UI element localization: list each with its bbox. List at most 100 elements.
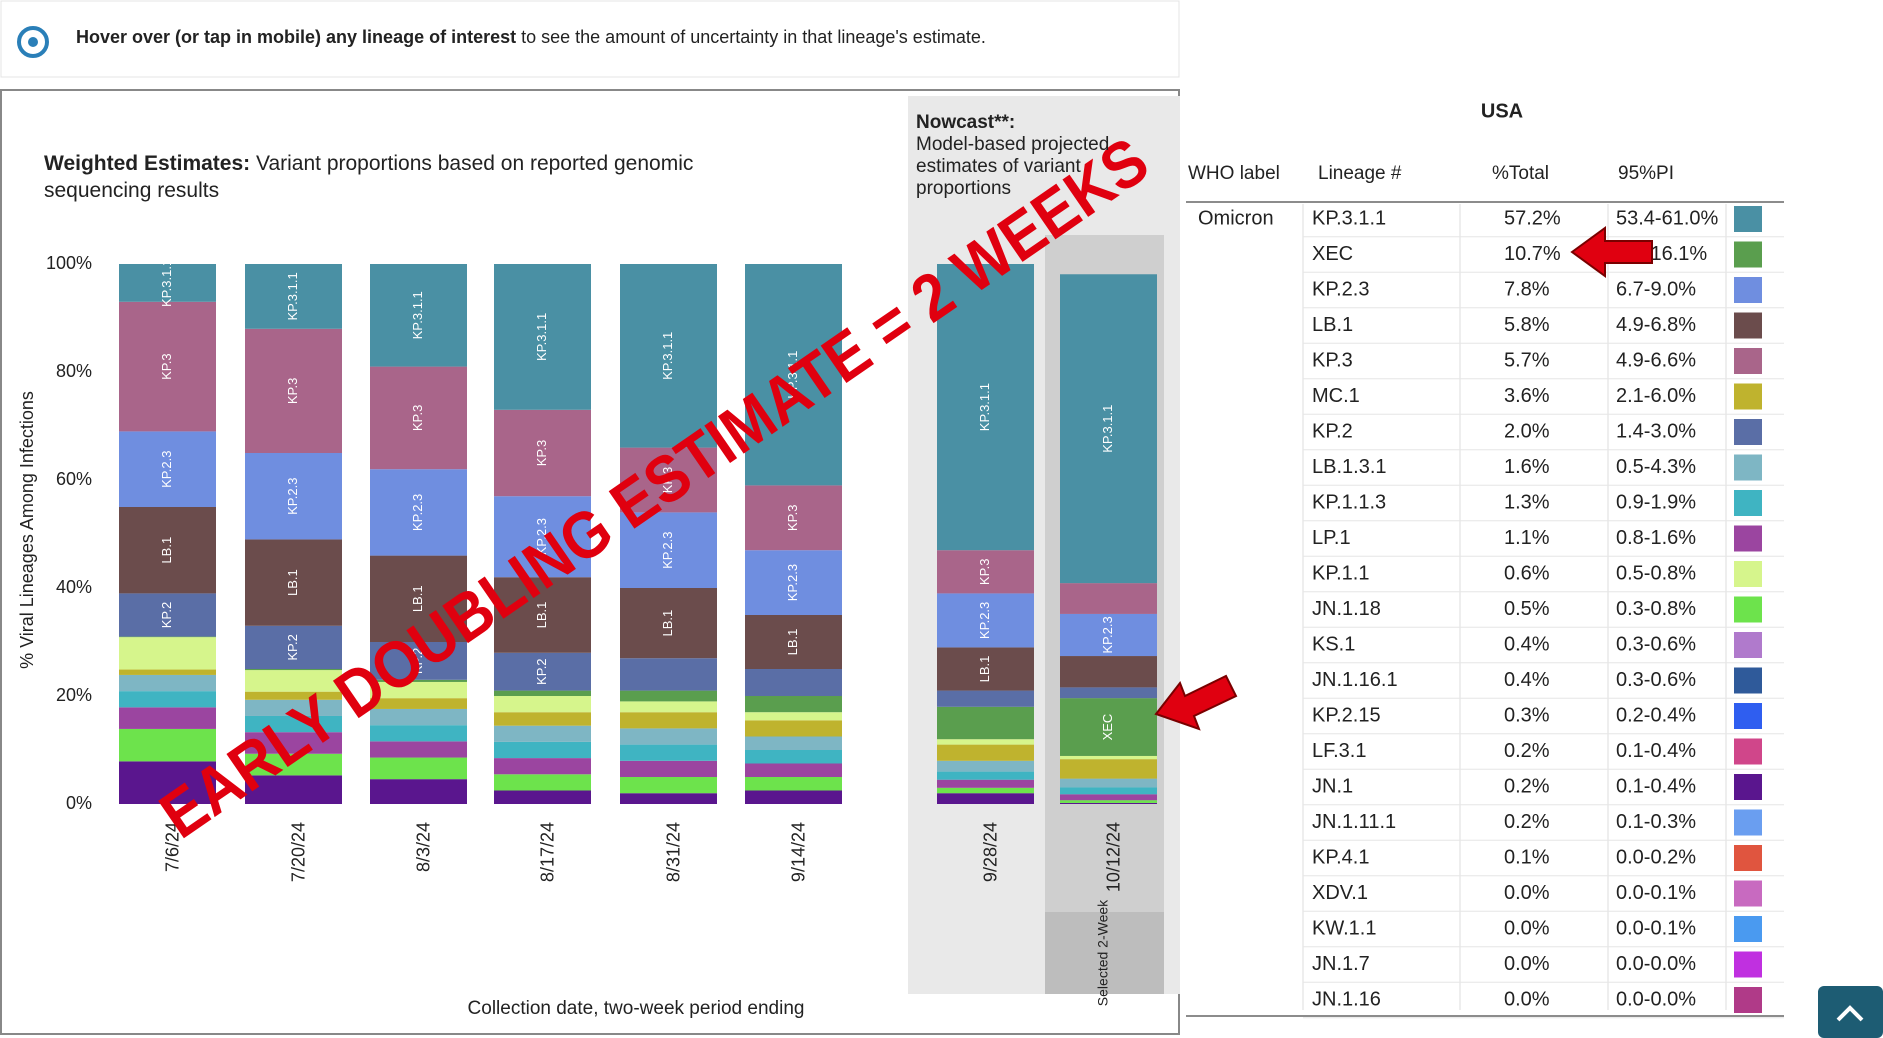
bar-segment xyxy=(245,732,342,754)
pi: 0.5-4.3% xyxy=(1616,456,1696,478)
bar-segment xyxy=(620,712,717,729)
bar-segment xyxy=(494,774,591,791)
hint-icon xyxy=(17,26,49,58)
bar-segment xyxy=(745,615,842,669)
scroll-top-icon xyxy=(1836,1005,1864,1022)
pi: 0.1-0.3% xyxy=(1616,811,1696,833)
nowcast-text: Nowcast**: Model-based projected estimate… xyxy=(916,112,1166,200)
chart-title-bold: Weighted Estimates: xyxy=(44,152,251,175)
color-swatch xyxy=(1734,738,1762,765)
arrow-bar xyxy=(1154,674,1238,731)
total: 0.5% xyxy=(1504,598,1550,620)
segment-label: KP.3 xyxy=(977,559,992,586)
bar-segment xyxy=(370,469,467,556)
color-swatch xyxy=(1734,596,1762,623)
segment-label: KP.3.1.1 xyxy=(159,259,174,307)
color-swatch xyxy=(1734,632,1762,658)
color-swatch xyxy=(1734,987,1762,1013)
bar-segment xyxy=(620,701,717,713)
bar-segment xyxy=(119,728,216,762)
segment-label: KP.3.1.1 xyxy=(785,351,800,399)
bar-segment xyxy=(937,787,1034,794)
column-header: Lineage # xyxy=(1318,163,1402,184)
lineage: LP.1 xyxy=(1312,527,1351,549)
color-swatch xyxy=(1734,703,1762,729)
bar-segment xyxy=(494,690,591,696)
segment-label: KP.2 xyxy=(410,648,425,675)
segment-label: LB.1 xyxy=(159,537,174,564)
segment-label: LB.1 xyxy=(410,585,425,612)
pi: 0.1-0.4% xyxy=(1616,775,1696,797)
bar-segment xyxy=(1060,687,1157,699)
bar-segment xyxy=(494,577,591,653)
color-swatch xyxy=(1734,277,1762,303)
bar-segment xyxy=(1060,613,1157,657)
total: 0.6% xyxy=(1504,562,1550,584)
selected-button-label: Selected 2-Week xyxy=(1095,899,1111,1006)
lineage: JN.1 xyxy=(1312,775,1353,797)
segment-label: LB.1 xyxy=(285,569,300,596)
x-tick-label: 7/6/24 xyxy=(162,822,182,872)
color-swatch xyxy=(1734,880,1762,907)
bar-segment xyxy=(745,720,842,737)
bar-segment xyxy=(745,550,842,615)
total: 10.7% xyxy=(1504,243,1561,265)
color-swatch xyxy=(1734,454,1762,481)
x-tick-label: 8/17/24 xyxy=(537,822,557,882)
segment-label: KP.2 xyxy=(285,634,300,661)
segment-label: KP.3 xyxy=(159,353,174,380)
segment-label: KP.3.1.1 xyxy=(285,272,300,320)
bar-segment xyxy=(119,674,216,692)
total: 0.1% xyxy=(1504,846,1550,868)
nowcast-title: Nowcast**: xyxy=(916,112,1016,133)
bar-segment xyxy=(620,777,717,794)
lineage: KP.2.3 xyxy=(1312,278,1369,300)
segment-label: LB.1 xyxy=(785,629,800,656)
bar-segment xyxy=(245,699,342,716)
bar-segment xyxy=(1060,759,1157,779)
bar-segment xyxy=(370,264,467,367)
chart-title-text: Variant proportions based on reported ge… xyxy=(44,152,694,202)
pi: 0.0-0.0% xyxy=(1616,988,1696,1010)
bar-segment xyxy=(370,698,467,709)
bar-segment xyxy=(494,696,591,713)
segment-label: KP.2.3 xyxy=(410,494,425,531)
bar-segment xyxy=(745,669,842,696)
bar-segment xyxy=(620,728,717,745)
x-tick-label: 8/3/24 xyxy=(413,822,433,872)
segment-label: KP.2.3 xyxy=(285,478,300,515)
segment-label: LB.1 xyxy=(660,610,675,637)
arrow-table xyxy=(1570,226,1653,278)
scroll-top-button[interactable] xyxy=(1818,986,1883,1038)
chart-title: Weighted Estimates: Variant proportions … xyxy=(44,150,804,204)
total: 1.3% xyxy=(1504,491,1550,513)
selected-button[interactable] xyxy=(1045,912,1164,994)
color-swatch xyxy=(1734,561,1762,587)
lineage: XDV.1 xyxy=(1312,882,1368,904)
segment-label: KP.3.1.1 xyxy=(660,332,675,380)
total: 0.4% xyxy=(1504,633,1550,655)
bar-segment xyxy=(1060,755,1157,760)
segment-label: KP.3 xyxy=(660,467,675,494)
segment-label: KP.3 xyxy=(410,405,425,432)
total: 0.2% xyxy=(1504,740,1550,762)
bar-segment xyxy=(245,669,342,671)
lineage: KP.2.15 xyxy=(1312,704,1381,726)
bar-segment xyxy=(370,741,467,758)
total: 5.8% xyxy=(1504,314,1550,336)
bar-segment xyxy=(937,771,1034,780)
bar-segment xyxy=(119,761,216,804)
bar-segment xyxy=(119,593,216,637)
x-tick-label: 10/12/24 xyxy=(1103,822,1123,892)
bar-segment xyxy=(370,779,467,804)
pi: 53.4-61.0% xyxy=(1616,207,1719,229)
bar-segment xyxy=(245,328,342,453)
segment-label: LB.1 xyxy=(977,656,992,683)
hint: Hover over (or tap in mobile) any lineag… xyxy=(76,27,986,48)
total: 0.0% xyxy=(1504,882,1550,904)
pi: 6.7-9.0% xyxy=(1616,278,1696,300)
bar-segment xyxy=(1060,274,1157,584)
bar-segment xyxy=(1060,656,1157,688)
